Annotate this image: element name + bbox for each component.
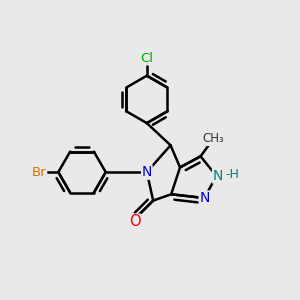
Text: N: N <box>212 169 223 183</box>
Text: Br: Br <box>32 166 46 178</box>
Text: O: O <box>129 214 141 229</box>
Text: Cl: Cl <box>140 52 153 65</box>
Text: CH₃: CH₃ <box>202 132 224 146</box>
Text: N: N <box>142 165 152 179</box>
Text: -H: -H <box>225 169 239 182</box>
Text: N: N <box>199 191 210 205</box>
